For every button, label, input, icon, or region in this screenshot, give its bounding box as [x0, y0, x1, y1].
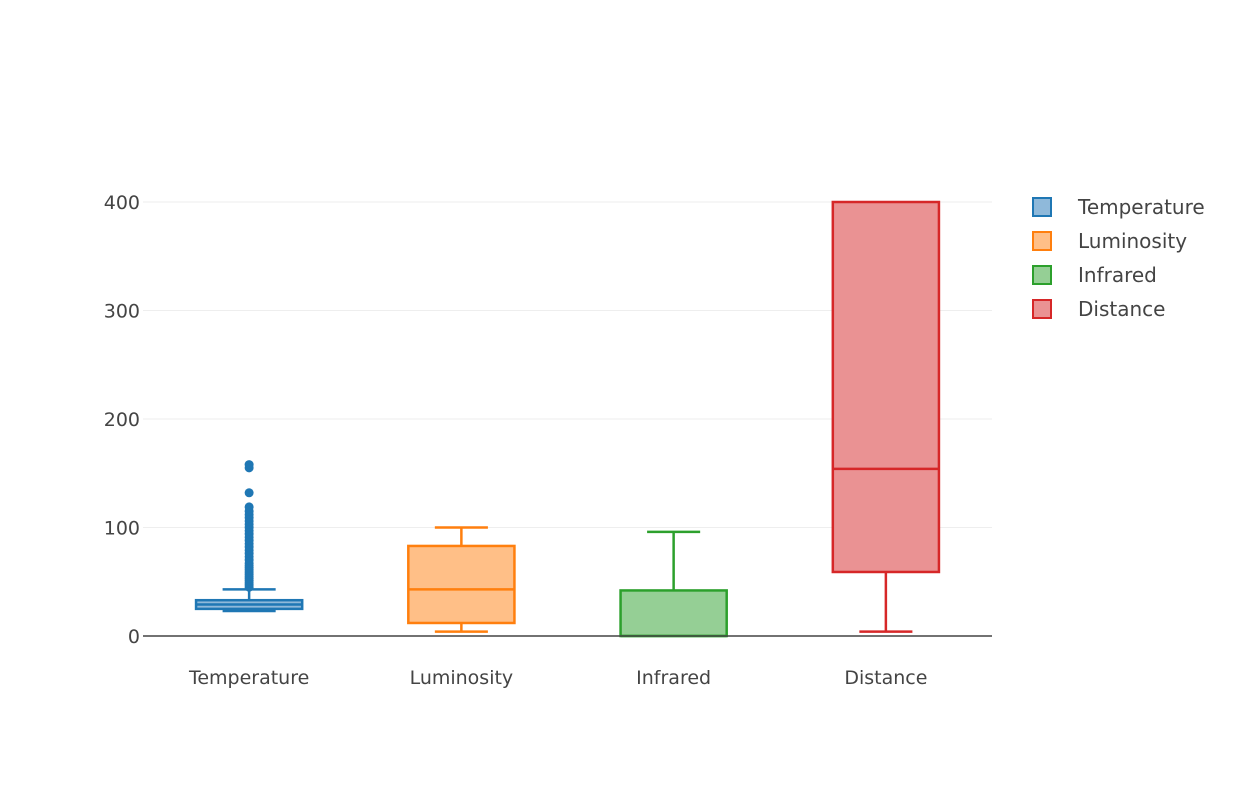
box-body — [619, 589, 728, 638]
legend-swatch-luminosity — [1032, 231, 1052, 251]
x-tick-label: Luminosity — [410, 667, 514, 689]
x-tick-label: Temperature — [188, 667, 309, 689]
legend-item-temperature[interactable]: Temperature — [1032, 190, 1205, 224]
legend: Temperature Luminosity Infrared Distance — [1032, 190, 1205, 326]
outlier-point — [244, 502, 254, 512]
legend-label-luminosity: Luminosity — [1078, 229, 1188, 253]
y-tick-label: 300 — [104, 301, 140, 323]
legend-swatch-infrared — [1032, 265, 1052, 285]
legend-item-distance[interactable]: Distance — [1032, 292, 1205, 326]
outlier-point — [244, 460, 254, 470]
box-body — [407, 544, 516, 625]
box-body — [831, 200, 941, 574]
y-tick-label: 0 — [128, 626, 140, 648]
y-tick-label: 200 — [104, 409, 140, 431]
x-tick-label: Infrared — [636, 667, 711, 689]
legend-label-infrared: Infrared — [1078, 263, 1157, 287]
box-series — [194, 200, 941, 638]
legend-label-temperature: Temperature — [1078, 195, 1205, 219]
box-infrared — [619, 530, 728, 638]
box-luminosity — [407, 526, 516, 633]
legend-label-distance: Distance — [1078, 297, 1166, 321]
y-axis-ticks: 0 100 200 300 400 — [104, 192, 140, 648]
legend-item-infrared[interactable]: Infrared — [1032, 258, 1205, 292]
x-axis-ticks: Temperature Luminosity Infrared Distance — [188, 667, 927, 689]
x-tick-label: Distance — [844, 667, 927, 689]
box-distance — [831, 200, 941, 633]
outlier-point — [244, 488, 254, 498]
y-tick-label: 100 — [104, 518, 140, 540]
y-tick-label: 400 — [104, 192, 140, 214]
legend-swatch-distance — [1032, 299, 1052, 319]
legend-item-luminosity[interactable]: Luminosity — [1032, 224, 1205, 258]
box-temperature — [194, 460, 304, 613]
legend-swatch-temperature — [1032, 197, 1052, 217]
